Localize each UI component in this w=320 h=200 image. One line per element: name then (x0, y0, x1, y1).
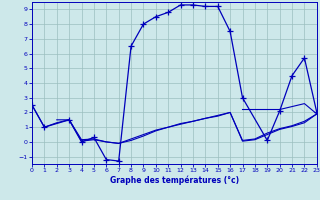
X-axis label: Graphe des températures (°c): Graphe des températures (°c) (110, 176, 239, 185)
